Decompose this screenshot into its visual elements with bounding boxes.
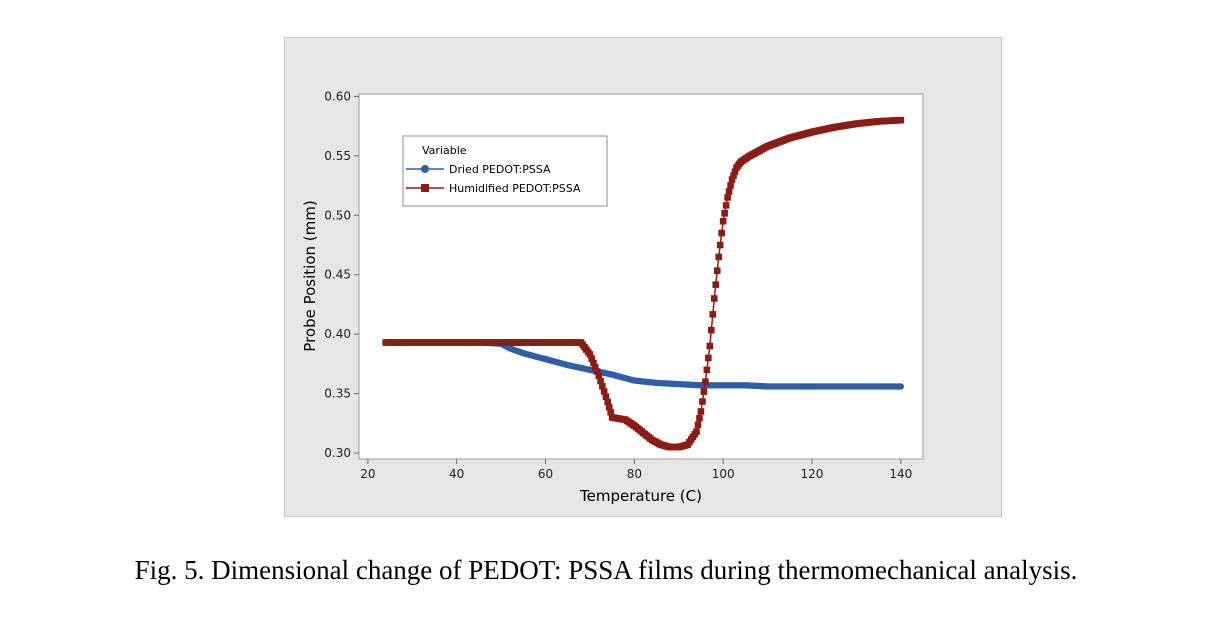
data-point	[731, 168, 739, 175]
legend-marker-humidified	[421, 184, 429, 192]
x-axis-title: Temperature (C)	[579, 487, 702, 505]
data-point	[699, 398, 706, 405]
y-tick-label: 0.30	[324, 446, 351, 460]
data-point	[605, 403, 613, 411]
data-point	[712, 281, 720, 288]
data-point	[897, 383, 904, 390]
data-point	[597, 377, 604, 385]
data-point	[604, 398, 611, 406]
y-tick-label: 0.40	[324, 327, 351, 341]
data-point	[694, 421, 702, 429]
data-point	[602, 393, 610, 401]
legend-title: Variable	[422, 144, 467, 157]
chart-panel: 20 40 60 80 100 120 140 0.30 0.35 0.40 0.45 0.50 0.5…	[284, 37, 1002, 517]
y-axis-title: Probe Position (mm)	[301, 200, 319, 351]
y-tick-label: 0.55	[324, 149, 351, 163]
data-point	[721, 209, 728, 217]
data-point	[702, 378, 709, 386]
y-tick-label: 0.50	[324, 208, 351, 222]
data-point	[590, 359, 597, 367]
y-tick-label: 0.35	[324, 387, 351, 401]
data-point	[600, 388, 608, 395]
data-point	[593, 368, 601, 375]
data-point	[718, 229, 725, 237]
data-point	[730, 172, 737, 179]
data-point	[710, 295, 718, 302]
data-point	[595, 372, 603, 380]
data-point	[719, 217, 727, 225]
data-point	[715, 253, 723, 261]
data-point	[722, 202, 730, 209]
tma-chart: 20 40 60 80 100 120 140 0.30 0.35 0.40 0.45 0.50 0.5…	[301, 89, 924, 505]
x-tick-label: 80	[627, 467, 642, 481]
data-point	[703, 366, 711, 374]
legend-label-humidified: Humidified PEDOT:PSSA	[449, 182, 581, 195]
legend-label-dried: Dried PEDOT:PSSA	[449, 163, 551, 176]
data-point	[724, 194, 731, 201]
data-point	[706, 342, 714, 350]
x-tick-label: 140	[889, 467, 912, 481]
data-point	[708, 326, 715, 334]
data-point	[697, 408, 705, 415]
data-point	[607, 408, 614, 416]
data-point	[700, 388, 708, 395]
x-tick-label: 60	[538, 467, 553, 481]
data-point	[727, 182, 734, 189]
data-point	[897, 116, 905, 124]
legend-box	[402, 135, 608, 207]
x-tick-label: 120	[801, 467, 824, 481]
y-tick-label: 0.45	[324, 268, 351, 282]
data-point	[728, 176, 736, 183]
x-tick-label: 20	[360, 467, 375, 481]
data-point	[709, 311, 717, 318]
data-point	[599, 382, 606, 390]
data-point	[696, 414, 703, 422]
data-point	[713, 267, 721, 275]
data-point	[586, 351, 594, 358]
figure-caption: Fig. 5. Dimensional change of PEDOT: PSS…	[134, 555, 1078, 585]
legend-marker-dried	[421, 165, 429, 173]
series-humidified	[382, 116, 905, 451]
data-point	[725, 188, 733, 195]
legend: Variable Dried PEDOT:PSSA Humidified PED…	[402, 135, 608, 207]
x-tick-label: 40	[449, 467, 464, 481]
data-point	[588, 355, 596, 362]
x-tick-label: 100	[712, 467, 735, 481]
data-point	[716, 241, 724, 249]
y-tick-label: 0.60	[324, 89, 351, 103]
data-point	[591, 363, 599, 371]
data-point	[693, 428, 700, 435]
data-point	[705, 354, 712, 362]
